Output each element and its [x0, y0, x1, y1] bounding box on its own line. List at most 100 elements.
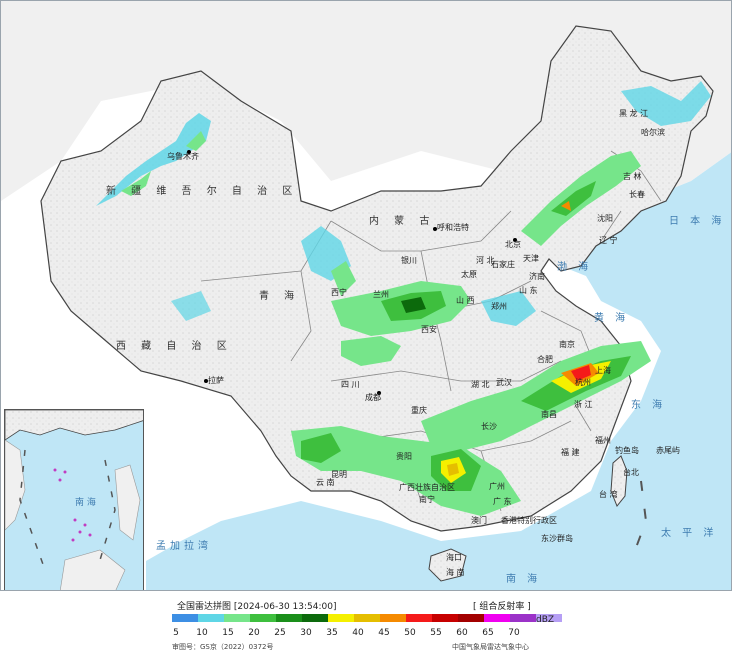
city-dot-lhasa: [204, 379, 208, 383]
legend-swatch-0: [172, 614, 198, 622]
region-label-jilin: 吉 林: [623, 172, 642, 181]
inset-indochina: [5, 439, 26, 531]
city-label-macau: 澳门: [471, 516, 487, 525]
city-label-guiyang: 贵阳: [396, 452, 412, 461]
city-label-yinchuan: 银川: [401, 256, 417, 265]
legend-tick-label: 35: [326, 628, 338, 638]
city-dot-urumqi: [187, 150, 191, 154]
region-label-zhejiang: 浙 江: [574, 400, 593, 409]
region-label-qinghai: 青 海: [259, 291, 301, 302]
region-label-shandong: 山 东: [519, 286, 538, 295]
legend-swatch-3: [250, 614, 276, 622]
region-label-hongkong: 香港特别行政区: [501, 516, 557, 525]
region-label-hainan: 海 南: [446, 568, 465, 577]
legend-product: [ 组合反射率 ]: [473, 602, 531, 612]
legend-swatch-5: [302, 614, 328, 622]
legend-tick-label: 55: [430, 628, 442, 638]
legend-tick-label: 70: [508, 628, 520, 638]
hainan-island: [428, 548, 467, 582]
city-label-xian: 西安: [421, 325, 437, 334]
legend-swatch-14: [536, 614, 562, 622]
legend-tick-label: 60: [456, 628, 468, 638]
region-label-sichuan: 四 川: [341, 380, 360, 389]
city-label-harbin: 哈尔滨: [641, 128, 665, 137]
region-label-shanxi: 山 西: [456, 296, 475, 305]
radar-map: 新 疆 维 吾 尔 自 治 区 西 藏 自 治 区 青 海 内 蒙 古 黑 龙 …: [0, 0, 732, 591]
city-label-changsha: 长沙: [481, 422, 497, 431]
city-label-taiyuan: 太原: [461, 270, 477, 279]
inset-islands: [53, 468, 92, 542]
legend-color-bar: [172, 614, 562, 622]
city-label-kunming: 昆明: [331, 470, 347, 479]
region-label-hubei: 湖 北: [471, 380, 490, 389]
inset-sea-label: 南 海: [75, 496, 96, 508]
inset-borneo: [60, 549, 126, 590]
legend-swatch-10: [432, 614, 458, 622]
province-borders: [200, 150, 662, 512]
sea-label-japan-sea: 日 本 海: [669, 216, 726, 227]
city-label-xining: 西宁: [331, 288, 347, 297]
city-label-wuhan: 武汉: [496, 378, 512, 387]
region-label-guangdong: 广 东: [493, 497, 512, 506]
legend-panel: 全国雷达拼图 [2024-06-30 13:54:00] [ 组合反射率 ]: [0, 591, 732, 657]
legend-swatch-6: [328, 614, 354, 622]
legend-swatch-7: [354, 614, 380, 622]
radar-echo-layer: [96, 81, 711, 516]
taiwan-island: [610, 455, 628, 507]
island-label-chiwei: 赤尾屿: [656, 446, 680, 455]
city-label-urumqi: 乌鲁木齐: [167, 152, 199, 161]
region-label-hebei: 河 北: [476, 256, 495, 265]
legend-tick-label: 50: [404, 628, 416, 638]
city-label-shijiazhuang: 石家庄: [491, 260, 515, 269]
sea-label-pacific: 太 平 洋: [661, 528, 718, 539]
island-label-dongsha: 东沙群岛: [541, 534, 573, 543]
legend-swatch-13: [510, 614, 536, 622]
city-label-nanjing: 南京: [559, 340, 575, 349]
city-label-zhengzhou: 郑州: [491, 302, 507, 311]
city-label-lhasa: 拉萨: [208, 376, 224, 385]
city-label-shenyang: 沈阳: [597, 214, 613, 223]
legend-title: 全国雷达拼图 [2024-06-30 13:54:00]: [177, 602, 337, 612]
sea-label-donghai: 东 海: [631, 400, 667, 411]
legend-tick-label: 30: [300, 628, 312, 638]
city-label-tianjin: 天津: [523, 254, 539, 263]
city-dot-hohhot: [433, 227, 437, 231]
legend-tick-label: 45: [378, 628, 390, 638]
city-label-nanning: 南宁: [419, 495, 435, 504]
region-label-xinjiang: 新 疆 维 吾 尔 自 治 区: [106, 186, 299, 197]
legend-tick-label: 65: [482, 628, 494, 638]
region-label-heilongjiang: 黑 龙 江: [619, 109, 649, 118]
city-label-haikou: 海口: [446, 553, 462, 562]
legend-tick-label: 25: [274, 628, 286, 638]
city-label-changchun: 长春: [629, 190, 645, 199]
sea-label-huanghai: 黄 海: [594, 313, 630, 324]
legend-swatch-9: [406, 614, 432, 622]
legend-swatch-12: [484, 614, 510, 622]
city-label-nanchang: 南昌: [541, 410, 557, 419]
island-label-diaoyu: 钓鱼岛: [615, 446, 639, 455]
legend-swatch-2: [224, 614, 250, 622]
approval-number: 审图号：GS京（2022）0372号: [172, 643, 274, 651]
legend-unit: dBZ: [536, 615, 555, 625]
city-dot-beijing: [513, 238, 517, 242]
region-label-fujian: 福 建: [561, 448, 580, 457]
legend-tick-label: 10: [196, 628, 208, 638]
inset-mainland: [5, 410, 143, 441]
sea-label-nanhai: 南 海: [506, 574, 542, 585]
city-label-hefei: 合肥: [537, 355, 553, 364]
legend-tick-label: 15: [222, 628, 234, 638]
south-china-sea-inset: 南 海: [4, 409, 144, 590]
inset-nine-dash: [19, 449, 116, 571]
city-label-lanzhou: 兰州: [373, 290, 389, 299]
region-label-yunnan: 云 南: [316, 478, 335, 487]
region-label-xizang: 西 藏 自 治 区: [116, 341, 233, 352]
city-label-hangzhou: 杭州: [575, 378, 591, 387]
city-label-hohhot: 呼和浩特: [437, 223, 469, 232]
city-label-fuzhou: 福州: [595, 436, 611, 445]
inset-canvas: 南 海: [5, 410, 143, 590]
legend-swatch-8: [380, 614, 406, 622]
city-label-beijing: 北京: [505, 240, 521, 249]
city-label-jinan: 济南: [529, 272, 545, 281]
region-label-neimenggu: 内 蒙 古: [369, 216, 436, 227]
legend-tick-label: 20: [248, 628, 260, 638]
